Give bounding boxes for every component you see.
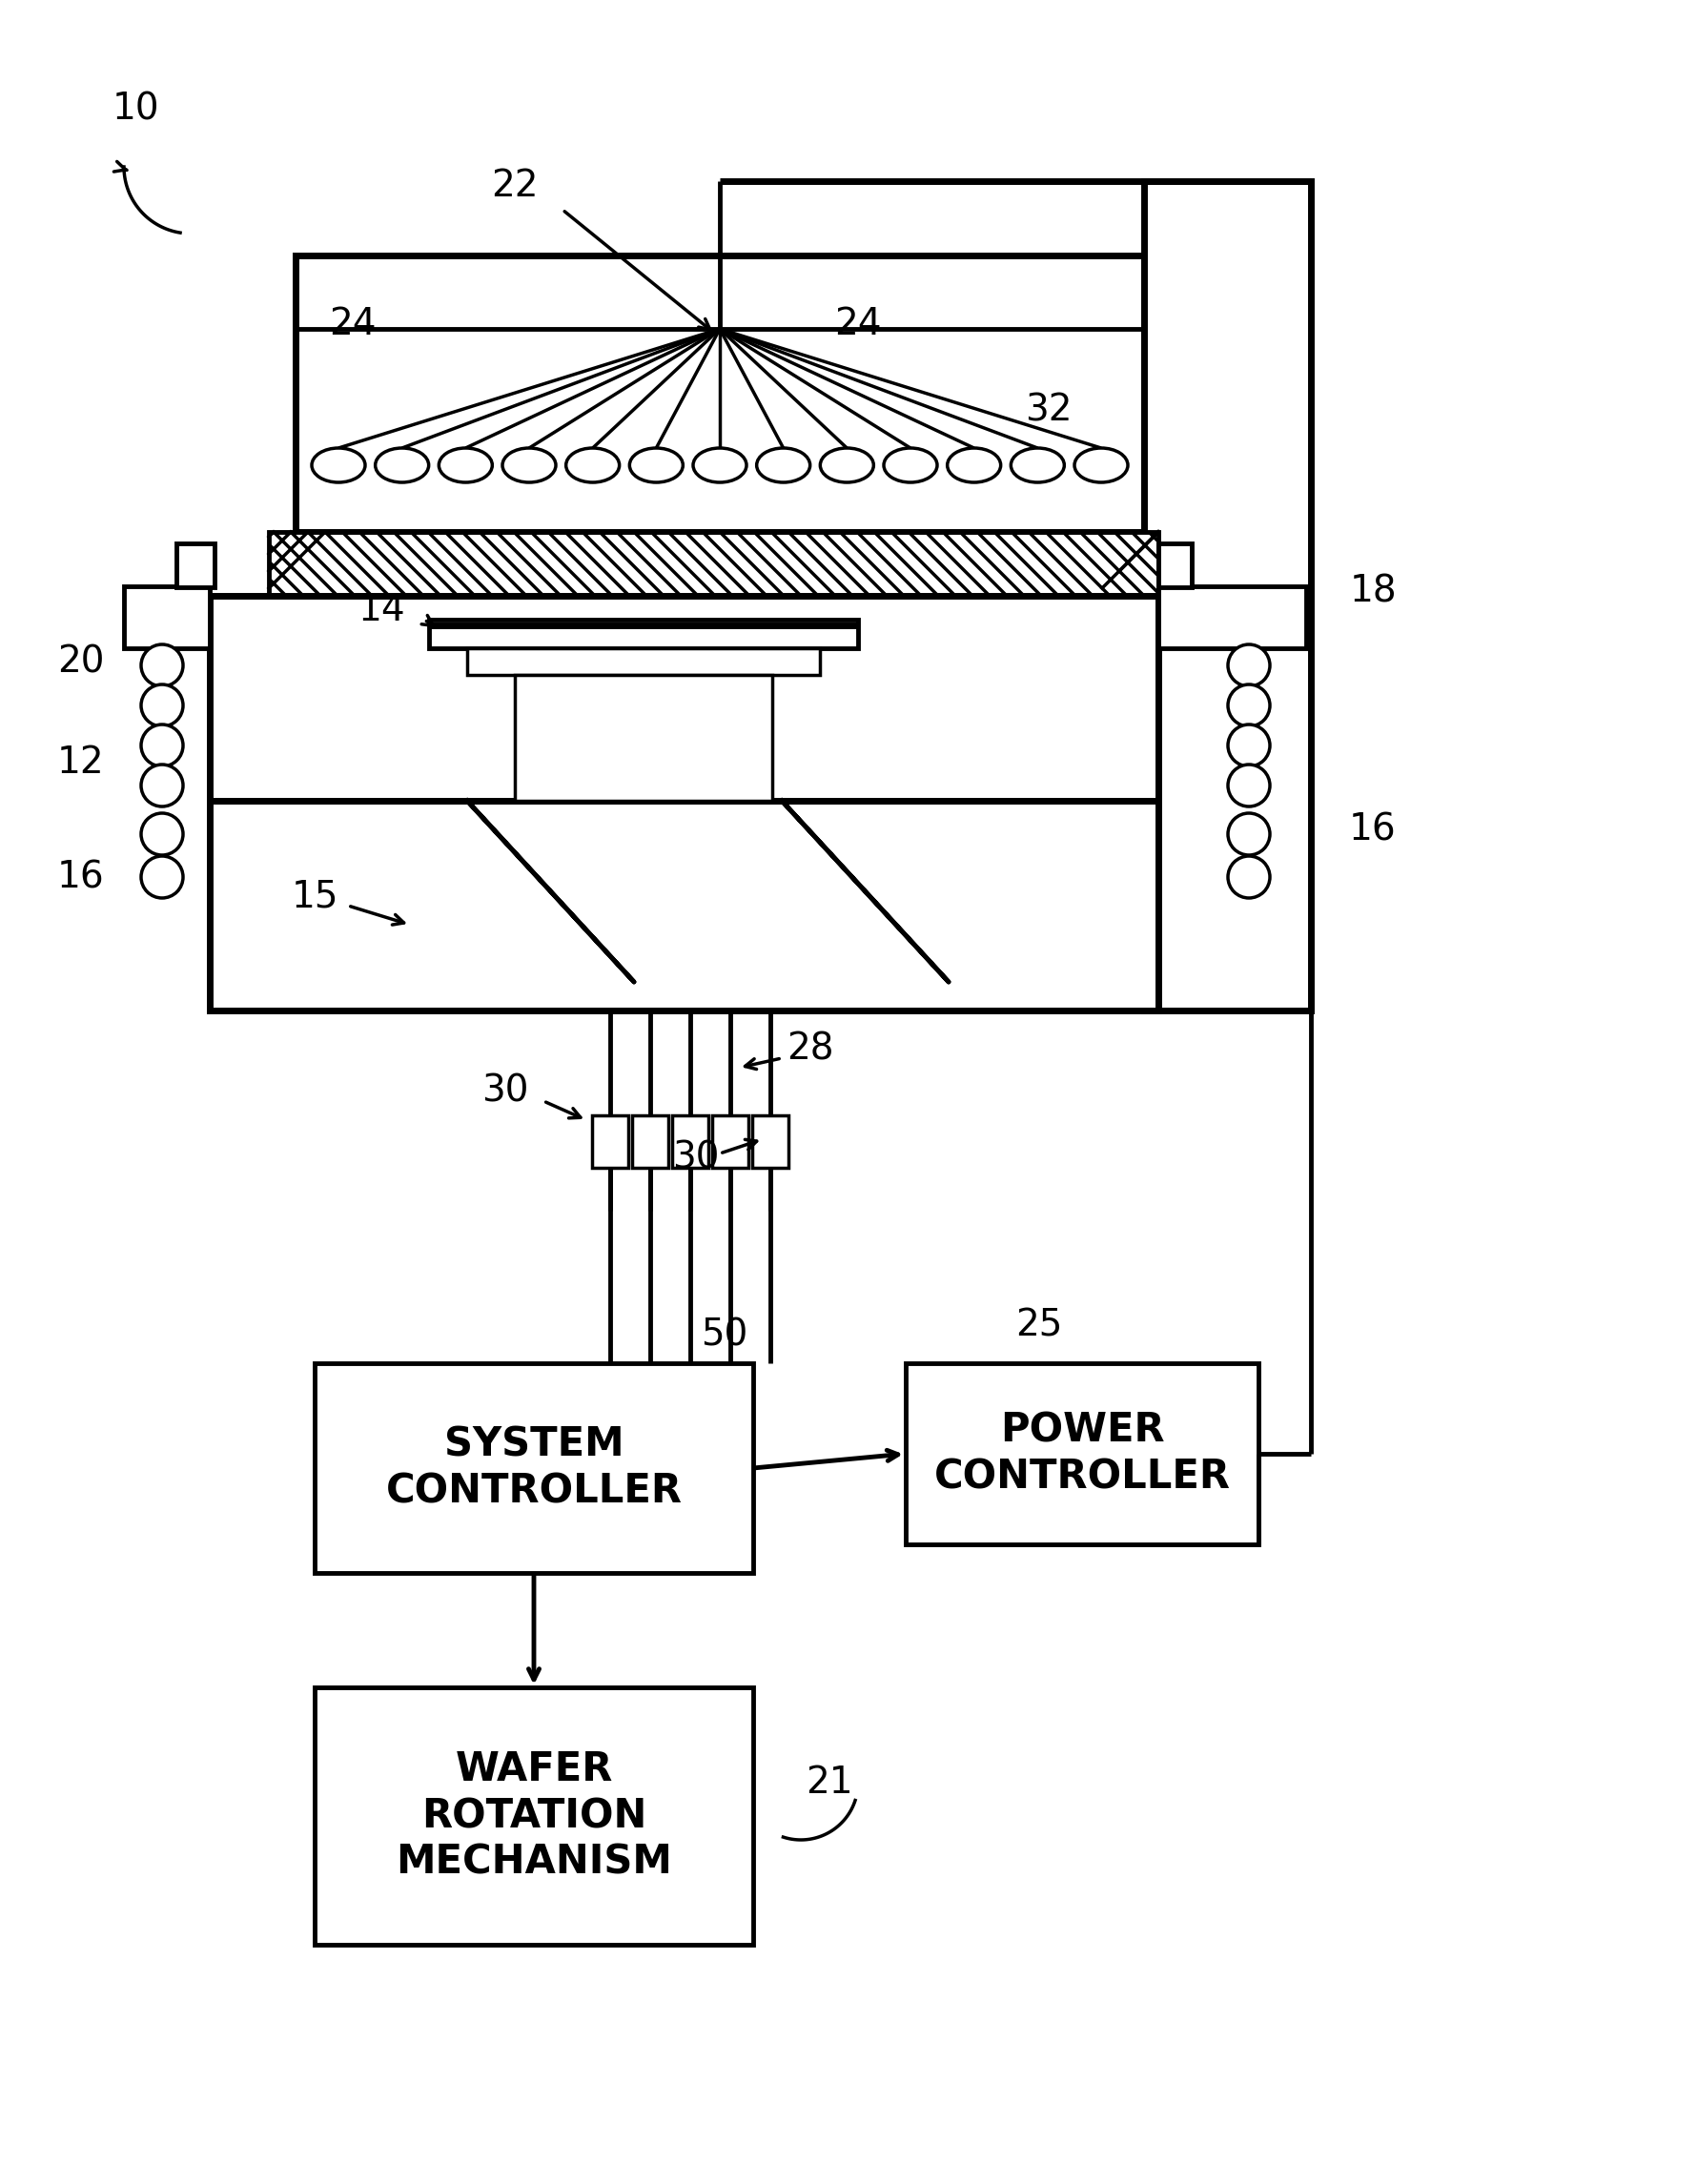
Text: 22: 22 — [490, 168, 538, 203]
Bar — [631, 1116, 669, 1168]
Bar — [713, 1116, 748, 1168]
Bar — [176, 544, 214, 587]
Text: 28: 28 — [787, 1031, 833, 1066]
Circle shape — [1229, 856, 1269, 898]
Circle shape — [1229, 764, 1269, 806]
Text: 18: 18 — [1349, 572, 1397, 609]
Bar — [1144, 181, 1310, 1011]
Circle shape — [1229, 644, 1269, 686]
Circle shape — [1229, 684, 1269, 727]
Text: 25: 25 — [1015, 1306, 1062, 1343]
Bar — [672, 1116, 708, 1168]
Text: 24: 24 — [835, 306, 882, 343]
Bar — [429, 620, 859, 649]
Text: 30: 30 — [672, 1140, 720, 1177]
Ellipse shape — [375, 448, 429, 483]
Circle shape — [1229, 725, 1269, 767]
Circle shape — [141, 856, 183, 898]
Text: 16: 16 — [58, 858, 105, 895]
Ellipse shape — [1011, 448, 1064, 483]
Circle shape — [141, 684, 183, 727]
Text: 24: 24 — [329, 306, 377, 343]
Ellipse shape — [757, 448, 809, 483]
Text: 15: 15 — [290, 878, 338, 915]
Ellipse shape — [692, 448, 747, 483]
Bar — [906, 1363, 1259, 1544]
Bar — [592, 1116, 628, 1168]
Text: 30: 30 — [482, 1072, 529, 1109]
Text: 16: 16 — [1349, 810, 1397, 847]
Bar — [295, 256, 1144, 533]
Text: 14: 14 — [358, 592, 406, 629]
Bar — [514, 675, 772, 802]
Bar — [210, 596, 1159, 1011]
Ellipse shape — [502, 448, 557, 483]
Bar — [268, 533, 1159, 596]
Text: WAFER
ROTATION
MECHANISM: WAFER ROTATION MECHANISM — [395, 1749, 672, 1883]
Bar — [752, 1116, 789, 1168]
Ellipse shape — [440, 448, 492, 483]
Bar — [1159, 585, 1307, 649]
Circle shape — [141, 812, 183, 856]
Bar — [467, 649, 820, 675]
Circle shape — [141, 764, 183, 806]
Text: 20: 20 — [58, 644, 105, 681]
Ellipse shape — [630, 448, 682, 483]
Ellipse shape — [820, 448, 874, 483]
Ellipse shape — [567, 448, 619, 483]
Bar — [124, 585, 210, 649]
Bar — [314, 1688, 753, 1944]
Circle shape — [141, 725, 183, 767]
Circle shape — [141, 644, 183, 686]
Text: 12: 12 — [58, 745, 105, 780]
Bar — [314, 1363, 753, 1572]
Circle shape — [1229, 812, 1269, 856]
Ellipse shape — [947, 448, 1001, 483]
Bar — [1159, 544, 1191, 587]
Text: 50: 50 — [701, 1317, 748, 1352]
Text: SYSTEM
CONTROLLER: SYSTEM CONTROLLER — [385, 1424, 682, 1511]
Ellipse shape — [884, 448, 937, 483]
Ellipse shape — [312, 448, 365, 483]
Text: POWER
CONTROLLER: POWER CONTROLLER — [933, 1411, 1230, 1496]
Ellipse shape — [1074, 448, 1129, 483]
Text: 21: 21 — [806, 1765, 854, 1802]
Text: 32: 32 — [1025, 391, 1073, 428]
Text: 10: 10 — [112, 92, 160, 127]
